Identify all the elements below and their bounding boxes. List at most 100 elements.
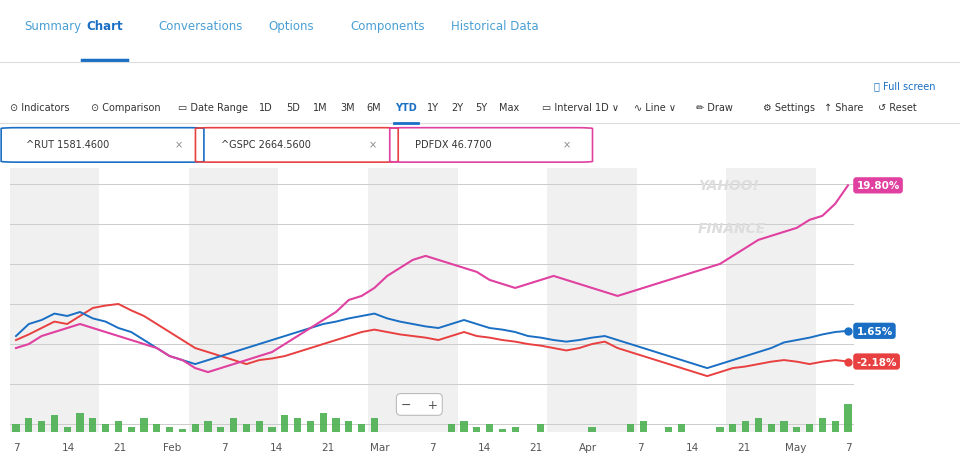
- Bar: [89, 418, 96, 432]
- Bar: [458, 168, 547, 432]
- Bar: [588, 432, 595, 435]
- Bar: [435, 432, 442, 444]
- Bar: [140, 418, 148, 432]
- Bar: [281, 432, 288, 435]
- Bar: [461, 432, 468, 438]
- Bar: [269, 432, 276, 444]
- Bar: [499, 430, 506, 432]
- Text: 19.80%: 19.80%: [856, 181, 900, 191]
- Text: 3M: 3M: [340, 103, 354, 113]
- Bar: [512, 427, 518, 432]
- Bar: [422, 432, 429, 446]
- Text: ∿ Line ∨: ∿ Line ∨: [634, 103, 676, 113]
- Bar: [77, 413, 84, 432]
- Text: ↑ Share: ↑ Share: [824, 103, 863, 113]
- Bar: [396, 432, 403, 444]
- Bar: [128, 427, 134, 432]
- Bar: [115, 432, 122, 435]
- Bar: [704, 432, 710, 444]
- Bar: [204, 432, 211, 435]
- Text: ✏ Draw: ✏ Draw: [696, 103, 732, 113]
- Bar: [447, 432, 455, 435]
- Bar: [819, 418, 826, 432]
- Text: Max: Max: [499, 103, 519, 113]
- Bar: [639, 432, 647, 438]
- Text: -2.18%: -2.18%: [856, 357, 897, 367]
- Bar: [281, 415, 288, 432]
- Bar: [538, 432, 544, 435]
- Text: ×: ×: [369, 140, 376, 150]
- Bar: [154, 432, 160, 435]
- Text: 1Y: 1Y: [427, 103, 439, 113]
- Bar: [10, 168, 99, 432]
- Bar: [716, 432, 724, 435]
- Bar: [473, 432, 480, 440]
- Bar: [665, 432, 672, 435]
- Bar: [755, 432, 762, 438]
- Bar: [230, 418, 237, 432]
- Bar: [816, 168, 854, 432]
- Bar: [243, 424, 250, 432]
- Bar: [512, 432, 518, 435]
- Bar: [806, 424, 813, 432]
- Bar: [320, 432, 326, 440]
- Bar: [627, 432, 634, 435]
- Bar: [716, 427, 724, 432]
- Text: 1D: 1D: [259, 103, 273, 113]
- Bar: [25, 418, 33, 432]
- Text: 2Y: 2Y: [451, 103, 464, 113]
- Bar: [486, 432, 493, 435]
- Bar: [727, 168, 816, 432]
- Bar: [588, 427, 595, 432]
- Bar: [63, 427, 71, 432]
- Bar: [12, 424, 19, 432]
- Bar: [368, 168, 458, 432]
- Bar: [768, 424, 775, 432]
- Bar: [730, 432, 736, 438]
- Bar: [831, 421, 839, 432]
- Bar: [189, 168, 278, 432]
- Bar: [547, 168, 636, 432]
- Bar: [524, 432, 532, 440]
- Bar: [12, 432, 19, 438]
- Bar: [447, 424, 455, 432]
- Bar: [371, 432, 378, 435]
- Bar: [269, 427, 276, 432]
- Bar: [51, 415, 58, 432]
- Bar: [358, 424, 365, 432]
- Bar: [192, 424, 199, 432]
- Bar: [128, 432, 134, 440]
- Bar: [217, 427, 225, 432]
- Text: Historical Data: Historical Data: [451, 20, 539, 33]
- Text: ↺ Reset: ↺ Reset: [878, 103, 917, 113]
- Bar: [601, 432, 609, 440]
- Bar: [831, 432, 839, 440]
- Bar: [627, 424, 634, 432]
- Bar: [563, 432, 570, 440]
- Bar: [755, 418, 762, 432]
- Bar: [332, 432, 340, 438]
- Text: 1.65%: 1.65%: [856, 326, 893, 336]
- Bar: [636, 168, 727, 432]
- Bar: [166, 432, 173, 440]
- Bar: [742, 432, 749, 435]
- Bar: [99, 168, 189, 432]
- Text: ^RUT 1581.4600: ^RUT 1581.4600: [27, 140, 109, 150]
- Bar: [473, 427, 480, 432]
- Bar: [332, 418, 340, 432]
- Bar: [77, 432, 84, 435]
- Bar: [653, 432, 660, 440]
- Text: ▭ Date Range: ▭ Date Range: [178, 103, 248, 113]
- Bar: [255, 432, 263, 440]
- Bar: [102, 432, 109, 438]
- Bar: [550, 432, 557, 444]
- Text: ×: ×: [563, 140, 571, 150]
- Bar: [678, 424, 685, 432]
- Bar: [576, 432, 583, 438]
- Bar: [346, 432, 352, 435]
- Bar: [294, 418, 301, 432]
- Bar: [730, 424, 736, 432]
- Bar: [38, 432, 45, 435]
- Bar: [780, 432, 787, 435]
- Bar: [179, 432, 186, 444]
